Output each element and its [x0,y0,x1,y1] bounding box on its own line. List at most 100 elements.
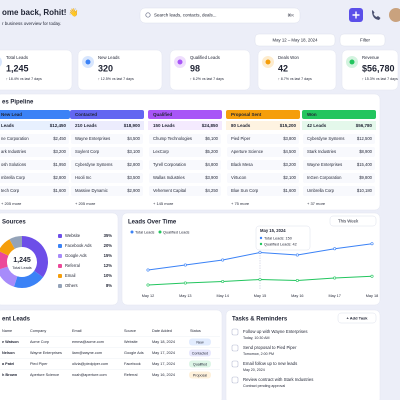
task-checkbox[interactable] [231,376,239,384]
deal-amount: $9,800 [359,175,372,180]
stat-change: ↑ 18.4% vs last 7 days [6,77,42,81]
series-point [183,281,187,285]
table-cell: Pied Piper [30,362,48,366]
deal-card[interactable] [149,173,221,183]
stage-header [70,110,144,119]
stat-change: ↑ 12.5% vs last 7 days [98,77,134,81]
stat-icon [0,57,2,67]
deal-card[interactable] [303,160,375,170]
deal-amount: $3,100 [127,149,140,154]
deal-amount: $2,800 [53,175,66,180]
column-header: Date Added [152,329,172,333]
table-cell: Aperture Science [30,373,59,377]
deal-card[interactable] [149,186,221,196]
deal-company: Tyrell Corporation [153,162,187,167]
legend-value: 15% [104,253,113,258]
donut-segment [9,236,22,249]
deal-card[interactable] [71,147,143,157]
deal-amount: $1,600 [53,188,66,193]
stage-header [302,110,376,119]
deal-card[interactable] [0,160,69,170]
stage-summary [302,121,376,130]
legend-label: Website [65,233,81,238]
stat-value: 320 [98,63,113,73]
donut-segment [0,251,9,270]
task-checkbox[interactable] [231,328,239,336]
subtitle: r business overview for today. [2,21,61,26]
stat-change: ↑ 6.2% vs last 7 days [190,77,224,81]
chart-title: Sources [2,220,26,226]
tasks-title: Tasks & Reminders [232,317,288,323]
task-checkbox[interactable] [231,360,239,368]
deal-card[interactable] [303,134,375,144]
date-range-button[interactable] [254,33,336,47]
deal-card[interactable] [227,186,299,196]
deal-amount: $1,950 [53,162,66,167]
stage-name: Proposal Sent [231,112,262,117]
series-point [295,253,299,257]
deal-amount: $3,200 [53,149,66,154]
series-point [221,279,225,283]
deal-card[interactable] [303,147,375,157]
add-task-button[interactable] [337,312,377,324]
deal-card[interactable] [149,134,221,144]
deal-card[interactable] [227,147,299,157]
deal-card[interactable] [149,147,221,157]
stage-more[interactable]: + 145 more [153,201,174,206]
avatar[interactable] [389,8,400,22]
task-checkbox[interactable] [231,344,239,352]
deal-card[interactable] [303,186,375,196]
range-dropdown[interactable] [329,215,377,227]
stage-more[interactable]: + 205 more [1,201,22,206]
deal-card[interactable] [227,160,299,170]
deal-card[interactable] [227,173,299,183]
deal-card[interactable] [71,134,143,144]
stage-count: 80 Leads [231,123,251,128]
tooltip-dot [259,242,263,246]
stage-count: 150 Leads [153,123,175,128]
table-cell: May 17, 2024 [152,351,175,355]
stage-name: New Lead [1,112,22,117]
deal-company: Aperture Science [231,149,264,154]
add-task-label[interactable]: + Add Task [346,315,368,320]
deal-card[interactable] [303,173,375,183]
deal-card[interactable] [0,134,69,144]
deal-card[interactable] [71,173,143,183]
deal-card[interactable] [0,147,69,157]
legend-value: 10% [104,273,113,278]
stage-more[interactable]: + 37 more [307,201,326,206]
legend-label: Referral [65,263,80,268]
stat-change: ↑ 8.7% vs last 7 days [278,77,312,81]
status-pill [189,338,211,346]
deal-amount: $12,500 [357,136,373,141]
stage-amount: $18,900 [124,123,141,128]
x-tick-label: May 12 [142,294,154,298]
deal-amount: $2,900 [127,188,140,193]
stat-value: 98 [190,63,200,73]
search-box[interactable] [139,7,301,24]
deal-card[interactable] [227,134,299,144]
status-label: Qualified [193,362,207,366]
table-title: ent Leads [2,317,31,323]
task-detail: May 20, 2024 [243,368,265,372]
deal-company: Vehement Capital [153,188,186,193]
task-title: Follow up with Wayne Enterprises [243,329,308,334]
stage-count: 210 Leads [75,123,97,128]
status-pill [189,371,211,379]
stage-more[interactable]: + 205 more [75,201,96,206]
deal-card[interactable] [149,160,221,170]
deal-card[interactable] [0,186,69,196]
tooltip-title: May 15, 2024 [260,228,286,233]
deal-company: Massive Dynamic [75,188,108,193]
legend-label: Total Leads [135,230,155,234]
deal-card[interactable] [0,173,69,183]
stat-change: ↑ 15.3% vs last 7 days [362,77,398,81]
stage-more[interactable]: + 75 more [231,201,250,206]
stat-card [257,49,337,91]
deal-card[interactable] [71,160,143,170]
deal-card[interactable] [71,186,143,196]
phone-icon[interactable] [372,10,381,20]
stat-label: Total Leads [6,55,28,60]
filter-button[interactable] [339,33,386,47]
